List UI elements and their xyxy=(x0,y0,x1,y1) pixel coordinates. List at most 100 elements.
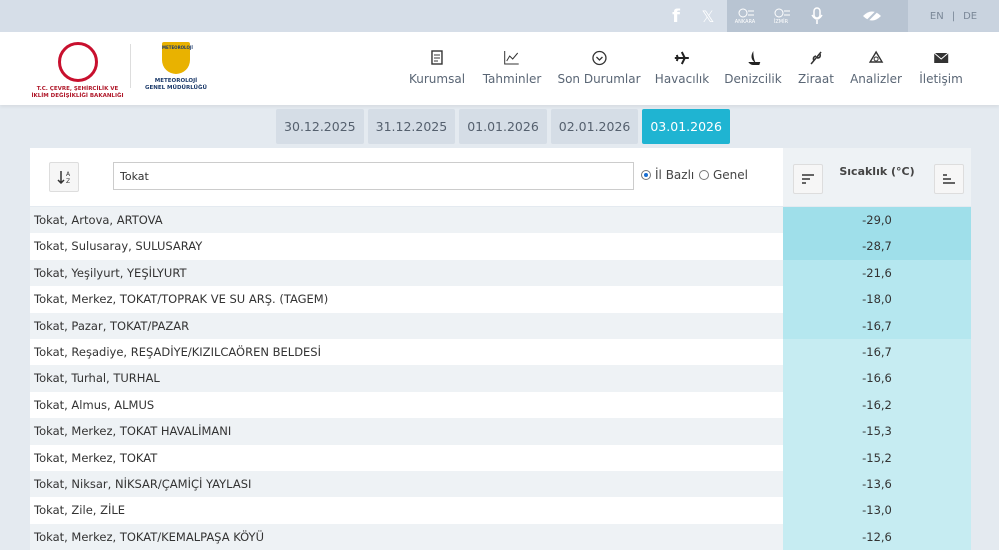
results-table: Tokat, Artova, ARTOVA -29,0 Tokat, Sulusar… xyxy=(30,207,971,550)
table-row[interactable]: Tokat, Turhal, TURHAL -16,6 xyxy=(30,365,971,392)
date-tab[interactable]: 30.12.2025 xyxy=(276,109,364,144)
weather-link-label: ANKARA xyxy=(734,19,756,25)
table-row[interactable]: Tokat, Merkez, TOKAT/TOPRAK VE SU ARŞ. (… xyxy=(30,286,971,313)
language-separator: | xyxy=(951,10,956,22)
weather-link-label: İZMİR xyxy=(773,19,789,25)
nav-label: Denizcilik xyxy=(724,72,782,86)
station-name: Tokat, Zile, ZİLE xyxy=(34,503,126,518)
svg-text:Z: Z xyxy=(66,178,70,184)
svg-text:A: A xyxy=(66,171,71,178)
nav-label: İletişim xyxy=(919,72,963,86)
nav-item[interactable]: Havacılık xyxy=(655,50,709,86)
table-row[interactable]: Tokat, Artova, ARTOVA -29,0 xyxy=(30,207,971,234)
temperature-value: -21,6 xyxy=(783,259,971,287)
table-row[interactable]: Tokat, Yeşilyurt, YEŞİLYURT -21,6 xyxy=(30,259,971,287)
radio-option[interactable]: İl Bazlı xyxy=(641,168,694,182)
nav-icon xyxy=(591,50,607,66)
weather-link[interactable]: ANKARA xyxy=(727,0,763,32)
nav-label: Havacılık xyxy=(654,72,710,86)
table-row[interactable]: Tokat, Reşadiye, REŞADİYE/KIZILCAÖREN BE… xyxy=(30,338,971,366)
temperature-value: -16,6 xyxy=(783,365,971,392)
mgm-logo-text: GENEL MÜDÜRLÜĞÜ xyxy=(144,85,207,91)
x-icon[interactable]: 𝕏 xyxy=(701,6,715,26)
value-column-header xyxy=(783,148,971,206)
ministry-logo-text: İKLİM DEĞİŞİKLİĞİ BAKANLIĞI xyxy=(31,93,124,99)
ministry-logo[interactable]: T.C. ÇEVRE, ŞEHİRCİLİK VE İKLİM DEĞİŞİKLİ… xyxy=(30,42,125,100)
temperature-value: -15,2 xyxy=(783,444,971,471)
temperature-value: -29,0 xyxy=(783,207,971,234)
nav-label: Ziraat xyxy=(798,72,834,86)
nav-label: Son Durumlar xyxy=(557,72,641,86)
nav-label: Tahminler xyxy=(482,72,542,86)
nav-item[interactable]: Tahminler xyxy=(482,50,542,86)
station-name: Tokat, Reşadiye, REŞADİYE/KIZILCAÖREN BE… xyxy=(34,344,322,359)
accessibility-icon[interactable] xyxy=(835,0,908,32)
nav-item[interactable]: Denizcilik xyxy=(724,50,782,86)
nav-icon xyxy=(431,50,443,65)
nav-item[interactable]: Kurumsal xyxy=(409,50,465,86)
nav-item[interactable]: Ziraat xyxy=(798,50,834,86)
table-row[interactable]: Tokat, Almus, ALMUS -16,2 xyxy=(30,391,971,419)
temperature-value: -28,7 xyxy=(783,233,971,260)
filter-bar: AZ İl Bazlı Genel xyxy=(30,148,971,206)
table-row[interactable]: Tokat, Pazar, TOKAT/PAZAR -16,7 xyxy=(30,312,971,339)
station-name: Tokat, Yeşilyurt, YEŞİLYURT xyxy=(34,265,187,280)
temperature-value: -15,3 xyxy=(783,418,971,445)
search-input[interactable] xyxy=(113,162,634,190)
column-title: Sıcaklık (°C) xyxy=(839,165,915,178)
facebook-icon[interactable]: f xyxy=(672,5,680,27)
radio-dot xyxy=(641,170,651,180)
top-bar: f 𝕏 ANKARA İZMİR EN | DE xyxy=(0,0,999,32)
temperature-value: -12,6 xyxy=(783,523,971,550)
language-de[interactable]: DE xyxy=(963,10,978,22)
date-tab[interactable]: 02.01.2026 xyxy=(550,109,639,144)
temperature-value: -13,6 xyxy=(783,470,971,498)
radio-option[interactable]: Genel xyxy=(699,168,748,182)
language-switch: EN | DE xyxy=(908,0,999,32)
nav-label: Kurumsal xyxy=(408,72,466,86)
table-row[interactable]: Tokat, Merkez, TOKAT HAVALİMANI -15,3 xyxy=(30,418,971,445)
nav-icon xyxy=(868,50,884,63)
station-name: Tokat, Turhal, TURHAL xyxy=(34,371,160,386)
nav-icon xyxy=(933,52,949,63)
temperature-value: -13,0 xyxy=(783,497,971,524)
station-name: Tokat, Artova, ARTOVA xyxy=(34,213,163,227)
table-row[interactable]: Tokat, Zile, ZİLE -13,0 xyxy=(30,497,971,524)
weather-link[interactable]: İZMİR xyxy=(763,0,799,32)
nav-icon xyxy=(504,51,519,65)
radio-dot xyxy=(699,170,709,180)
table-row[interactable]: Tokat, Sulusaray, SULUSARAY -28,7 xyxy=(30,233,971,260)
station-name: Tokat, Merkez, TOKAT/TOPRAK VE SU ARŞ. (… xyxy=(34,292,329,307)
radio-label: Genel xyxy=(713,168,749,182)
nav-icon xyxy=(810,51,822,65)
table-row[interactable]: Tokat, Merkez, TOKAT -15,2 xyxy=(30,444,971,471)
nav-item[interactable]: Analizler xyxy=(850,50,902,86)
station-name: Tokat, Sulusaray, SULUSARAY xyxy=(34,239,203,254)
mgm-logo[interactable]: METEOROLOJİ METEOROLOJİ GENEL MÜDÜRLÜĞÜ xyxy=(140,42,212,92)
language-en[interactable]: EN xyxy=(929,10,944,22)
nav-icon xyxy=(747,51,760,65)
table-row[interactable]: Tokat, Niksar, NİKSAR/ÇAMİÇİ YAYLASI -13,… xyxy=(30,470,971,498)
date-tab[interactable]: 03.01.2026 xyxy=(642,109,730,144)
station-name: Tokat, Niksar, NİKSAR/ÇAMİÇİ YAYLASI xyxy=(34,476,252,491)
podcast-icon[interactable] xyxy=(799,0,835,32)
sort-desc-button[interactable] xyxy=(793,164,823,194)
date-tab[interactable]: 31.12.2025 xyxy=(367,109,456,144)
station-name: Tokat, Merkez, TOKAT/KEMALPAŞA KÖYÜ xyxy=(34,529,264,544)
temperature-value: -18,0 xyxy=(783,286,971,313)
date-tabs: 30.12.2025 31.12.2025 01.01.2026 02.01.2026… xyxy=(0,109,999,144)
nav-item[interactable]: Son Durumlar xyxy=(557,50,641,86)
nav-icon xyxy=(674,51,689,65)
header: T.C. ÇEVRE, ŞEHİRCİLİK VE İKLİM DEĞİŞİKLİ… xyxy=(0,32,999,105)
station-name: Tokat, Merkez, TOKAT HAVALİMANI xyxy=(34,424,232,439)
nav-item[interactable]: İletişim xyxy=(919,50,963,86)
radio-label: İl Bazlı xyxy=(655,168,695,182)
temperature-value: -16,2 xyxy=(783,391,971,419)
sort-asc-button[interactable] xyxy=(934,164,964,194)
temperature-value: -16,7 xyxy=(783,312,971,339)
date-tab[interactable]: 01.01.2026 xyxy=(459,109,547,144)
mgm-logo-top: METEOROLOJİ xyxy=(162,42,193,74)
table-row[interactable]: Tokat, Merkez, TOKAT/KEMALPAŞA KÖYÜ -12,6 xyxy=(30,523,971,550)
